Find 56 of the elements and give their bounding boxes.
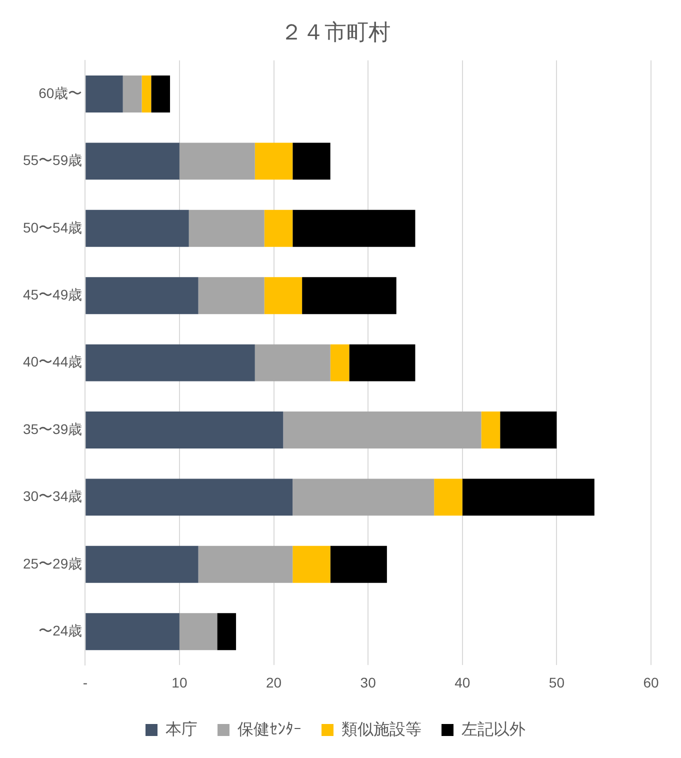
bar	[86, 277, 198, 314]
bar	[142, 76, 152, 112]
bar	[292, 478, 434, 516]
bar	[198, 546, 293, 583]
bar	[122, 76, 142, 112]
y-tick-label: 60歳〜	[38, 84, 82, 101]
bar	[264, 277, 302, 314]
bar	[283, 412, 482, 448]
bar	[462, 478, 594, 516]
bar	[86, 412, 284, 448]
chart-title: ２４市町村	[280, 19, 390, 44]
y-tick-label: 45〜49歳	[22, 286, 82, 302]
y-tick-label: 40〜44歳	[22, 354, 82, 370]
bar	[254, 344, 330, 382]
bar	[292, 546, 330, 583]
bar	[330, 344, 350, 382]
x-tick-label: -	[82, 674, 88, 690]
x-tick-label: 30	[360, 674, 376, 690]
bar	[86, 478, 293, 516]
bar	[198, 277, 264, 314]
bar	[86, 210, 189, 247]
bar	[302, 277, 396, 314]
bar	[179, 142, 255, 180]
legend-label: 類似施設等	[342, 720, 422, 738]
bar	[254, 142, 293, 180]
legend-label: 保健ｾﾝﾀｰ	[238, 721, 302, 738]
y-tick-label: 55〜59歳	[22, 152, 82, 168]
y-tick-label: 30〜34歳	[22, 488, 82, 504]
x-tick-label: 10	[172, 674, 188, 690]
y-tick-label: 50〜54歳	[22, 219, 82, 236]
y-tick-label: 〜24歳	[38, 622, 82, 638]
x-tick-label: 20	[266, 674, 282, 690]
bar	[264, 210, 293, 247]
x-tick-label: 60	[643, 674, 659, 690]
legend-label: 左記以外	[462, 720, 526, 738]
bar	[481, 412, 500, 448]
x-tick-label: 50	[548, 674, 565, 690]
bar	[86, 142, 180, 180]
bar	[217, 613, 236, 650]
bar	[86, 546, 198, 583]
bar	[86, 76, 123, 112]
bar	[86, 613, 180, 650]
bar	[349, 344, 416, 382]
bar	[188, 210, 264, 247]
x-tick-label: 40	[454, 674, 470, 690]
bar	[179, 613, 218, 650]
bar	[500, 412, 557, 448]
y-tick-label: 25〜29歳	[22, 555, 82, 572]
bar	[292, 142, 330, 180]
bar	[292, 210, 416, 247]
bar	[330, 546, 387, 583]
y-tick-label: 35〜39歳	[22, 420, 82, 437]
bar	[434, 478, 462, 516]
bar	[151, 76, 170, 112]
legend-label: 本庁	[166, 720, 198, 738]
bar	[86, 344, 255, 382]
